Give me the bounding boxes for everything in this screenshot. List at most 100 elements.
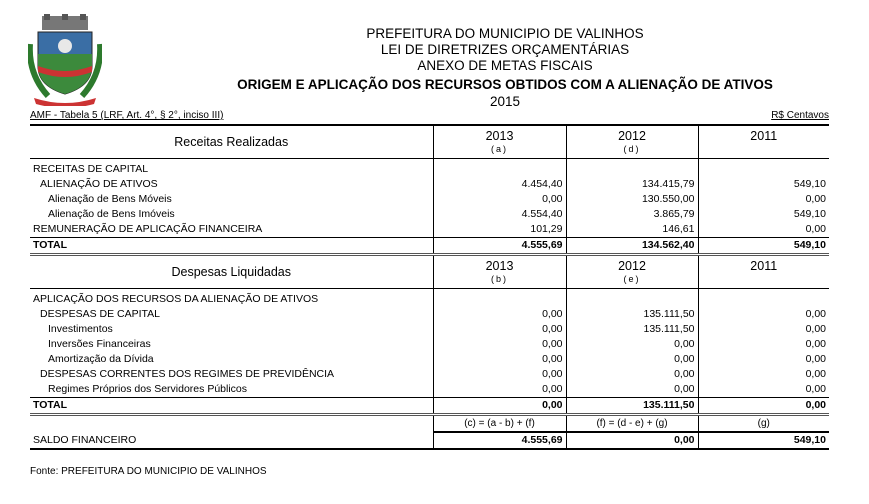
row-value <box>565 162 698 177</box>
table-row: Amortização da Dívida 0,00 0,00 0,00 <box>30 352 829 367</box>
table-reference: AMF - Tabela 5 (LRF, Art. 4°, § 2°, inci… <box>30 110 224 121</box>
row-value: 0,00 <box>432 337 566 352</box>
year-header: 2012 (d) <box>565 125 698 159</box>
row-label: APLICAÇÃO DOS RECURSOS DA ALIENAÇÃO DE A… <box>33 293 319 305</box>
total-row: TOTAL 0,00 135.111,50 0,00 <box>30 397 829 416</box>
municipality-name: PREFEITURA DO MUNICIPIO DE VALINHOS <box>366 26 644 41</box>
report-title: ORIGEM E APLICAÇÃO DOS RECURSOS OBTIDOS … <box>237 77 773 92</box>
row-value: 0,00 <box>697 367 829 382</box>
table-row: Alienação de Bens Imóveis 4.554,40 3.865,7… <box>30 207 829 222</box>
total-label: TOTAL <box>30 397 433 416</box>
row-value: 3.865,79 <box>565 207 698 222</box>
row-label: Amortização da Dívida <box>48 353 154 365</box>
formula: (c) = (a - b) + (f) <box>432 414 566 433</box>
row-label: Investimentos <box>48 323 113 335</box>
table-row: Investimentos 0,00 135.111,50 0,00 <box>30 322 829 337</box>
row-value: 0,00 <box>432 322 566 337</box>
section-header: Despesas Liquidadas <box>30 254 433 289</box>
row-value: 135.111,50 <box>565 307 698 322</box>
total-row: TOTAL 4.555,69 134.562,40 549,10 <box>30 237 829 256</box>
saldo-row: SALDO FINANCEIRO 4.555,69 0,00 549,10 <box>30 432 829 450</box>
total-value: 0,00 <box>697 397 829 416</box>
column-code: (a) <box>491 144 508 154</box>
table-row: RECEITAS DE CAPITAL <box>30 162 829 177</box>
saldo-value: 549,10 <box>697 432 829 450</box>
formula: (f) = (d - e) + (g) <box>565 414 698 433</box>
saldo-label: SALDO FINANCEIRO <box>30 432 433 450</box>
table-row: DESPESAS DE CAPITAL 0,00 135.111,50 0,00 <box>30 307 829 322</box>
year-label: 2012 <box>618 259 646 273</box>
table-row: ALIENAÇÃO DE ATIVOS 4.454,40 134.415,79 549… <box>30 177 829 192</box>
saldo-value: 0,00 <box>565 432 698 450</box>
row-label: DESPESAS DE CAPITAL <box>40 308 161 320</box>
year-header: 2013 (b) <box>432 254 566 289</box>
row-value <box>432 292 566 307</box>
total-value: 0,00 <box>432 397 566 416</box>
row-value: 130.550,00 <box>565 192 698 207</box>
report-year: 2015 <box>489 94 521 109</box>
row-value: 0,00 <box>697 322 829 337</box>
total-value: 549,10 <box>697 237 829 256</box>
row-value: 0,00 <box>697 352 829 367</box>
row-value: 146,61 <box>565 222 698 238</box>
year-label: 2011 <box>750 259 778 273</box>
year-label: 2013 <box>485 259 514 273</box>
row-value: 0,00 <box>697 222 829 238</box>
year-label: 2011 <box>750 129 778 143</box>
table-row: Alienação de Bens Móveis 0,00 130.550,00 0,… <box>30 192 829 207</box>
column-code: (e) <box>623 274 641 284</box>
row-value: 4.554,40 <box>432 207 566 222</box>
table-row: Regimes Próprios dos Servidores Públicos… <box>30 382 829 398</box>
total-value: 4.555,69 <box>432 237 566 256</box>
row-value: 0,00 <box>697 307 829 322</box>
saldo-value: 4.555,69 <box>432 432 566 450</box>
formula: (g) <box>697 414 829 433</box>
row-value <box>697 162 829 177</box>
law-name: LEI DE DIRETRIZES ORÇAMENTÁRIAS <box>380 42 630 57</box>
table-row: DESPESAS CORRENTES DOS REGIMES DE PREVID… <box>30 367 829 382</box>
row-value: 134.415,79 <box>565 177 698 192</box>
column-code: (d) <box>623 144 641 154</box>
total-value: 134.562,40 <box>565 237 698 256</box>
row-value: 135.111,50 <box>565 322 698 337</box>
row-value: 0,00 <box>565 382 698 398</box>
row-label: ALIENAÇÃO DE ATIVOS <box>40 178 158 190</box>
row-value: 0,00 <box>432 382 566 398</box>
row-label: Inversões Financeiras <box>48 338 151 350</box>
table-row: APLICAÇÃO DOS RECURSOS DA ALIENAÇÃO DE A… <box>30 292 829 307</box>
total-label: TOTAL <box>30 237 433 256</box>
row-value: 549,10 <box>697 207 829 222</box>
row-label: Alienação de Bens Móveis <box>48 193 172 205</box>
year-header: 2012 (e) <box>565 254 698 289</box>
year-header: 2011 <box>697 254 829 289</box>
municipal-coat-of-arms-logo <box>28 14 102 106</box>
year-header: 2011 <box>697 125 829 159</box>
row-label: RECEITAS DE CAPITAL <box>33 163 149 175</box>
column-header-row: Receitas Realizadas 2013 (a) 2012 (d) 2011 <box>30 125 829 159</box>
year-label: 2013 <box>485 129 514 143</box>
column-code: (b) <box>491 274 508 284</box>
row-value: 0,00 <box>432 307 566 322</box>
total-value: 135.111,50 <box>565 397 698 416</box>
row-value: 0,00 <box>565 367 698 382</box>
row-value: 4.454,40 <box>432 177 566 192</box>
row-value: 0,00 <box>697 192 829 207</box>
row-label: Regimes Próprios dos Servidores Públicos <box>48 383 248 395</box>
row-label: REMUNERAÇÃO DE APLICAÇÃO FINANCEIRA <box>33 223 263 235</box>
year-header: 2013 (a) <box>432 125 566 159</box>
row-value: 101,29 <box>432 222 566 238</box>
row-value: 0,00 <box>697 382 829 398</box>
column-header-row: Despesas Liquidadas 2013 (b) 2012 (e) 2011 <box>30 254 829 289</box>
source-note: Fonte: PREFEITURA DO MUNICIPIO DE VALINH… <box>30 466 267 477</box>
table-reference-line: AMF - Tabela 5 (LRF, Art. 4°, § 2°, inci… <box>30 110 829 122</box>
row-value: 0,00 <box>565 337 698 352</box>
table-row: Inversões Financeiras 0,00 0,00 0,00 <box>30 337 829 352</box>
row-value: 0,00 <box>697 337 829 352</box>
formula-row: (c) = (a - b) + (f) (f) = (d - e) + (g) (g… <box>30 414 829 433</box>
annex-name: ANEXO DE METAS FISCAIS <box>417 58 593 73</box>
row-value: 0,00 <box>432 352 566 367</box>
row-value <box>697 292 829 307</box>
year-label: 2012 <box>618 129 646 143</box>
row-value: 0,00 <box>432 367 566 382</box>
row-value: 549,10 <box>697 177 829 192</box>
